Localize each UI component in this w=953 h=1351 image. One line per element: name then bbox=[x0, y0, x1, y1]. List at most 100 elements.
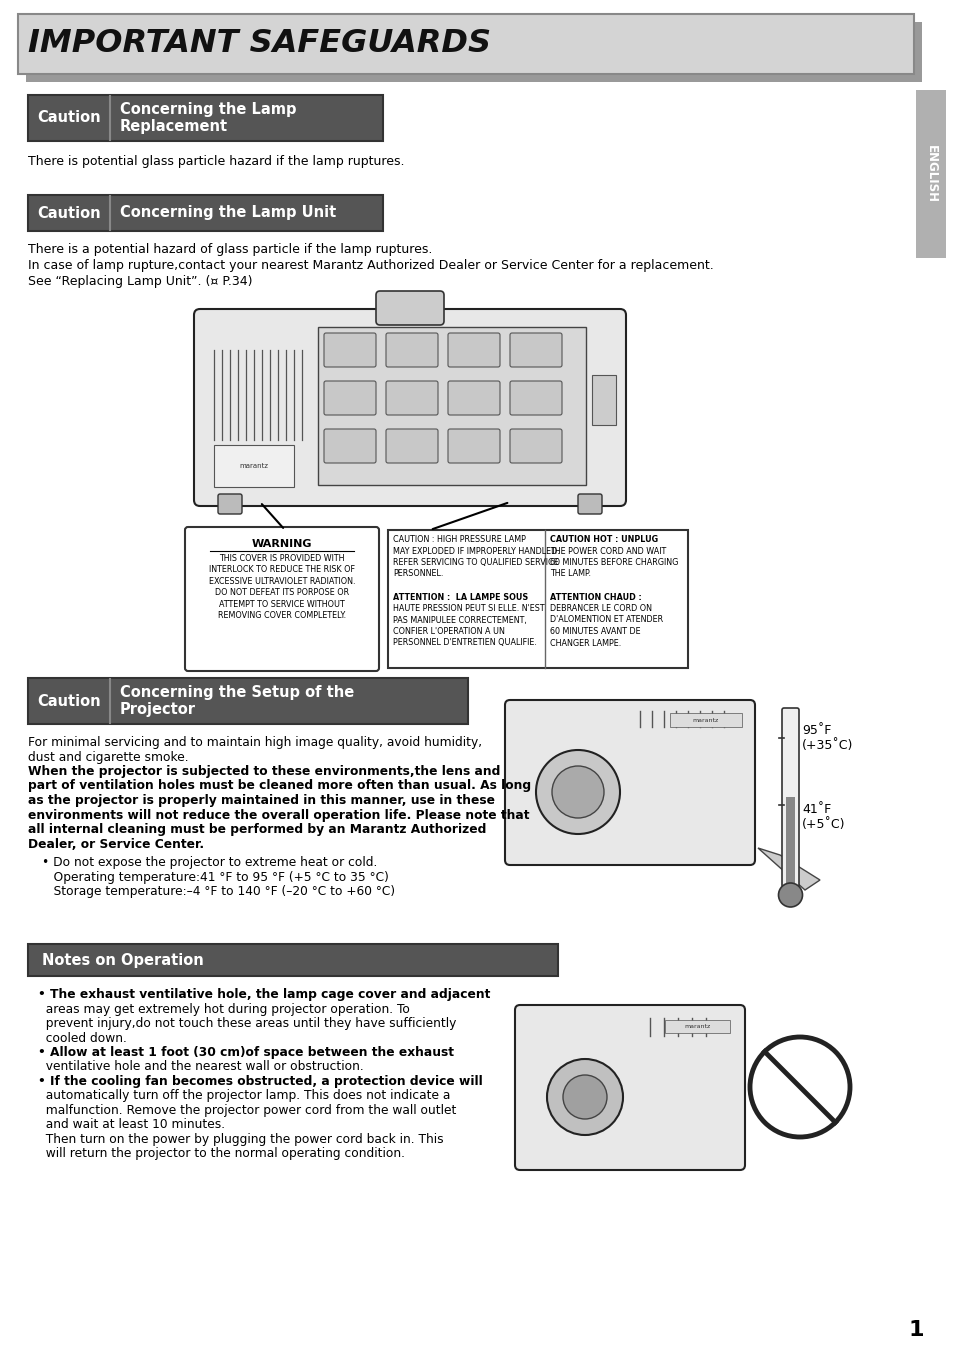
Text: There is potential glass particle hazard if the lamp ruptures.: There is potential glass particle hazard… bbox=[28, 155, 404, 168]
Text: Notes on Operation: Notes on Operation bbox=[42, 952, 204, 967]
Text: marantz: marantz bbox=[684, 1024, 710, 1028]
Text: When the projector is subjected to these environments,the lens and: When the projector is subjected to these… bbox=[28, 765, 500, 778]
Text: DEBRANCER LE CORD ON: DEBRANCER LE CORD ON bbox=[550, 604, 652, 613]
Text: HAUTE PRESSION PEUT SI ELLE. N'EST: HAUTE PRESSION PEUT SI ELLE. N'EST bbox=[393, 604, 544, 613]
Text: Concerning the Setup of the
Projector: Concerning the Setup of the Projector bbox=[120, 685, 354, 717]
Text: dust and cigarette smoke.: dust and cigarette smoke. bbox=[28, 751, 189, 763]
Text: 41˚F
(+5˚C): 41˚F (+5˚C) bbox=[801, 802, 844, 831]
Circle shape bbox=[536, 750, 619, 834]
FancyBboxPatch shape bbox=[592, 376, 616, 426]
FancyBboxPatch shape bbox=[324, 332, 375, 367]
Text: THE POWER CORD AND WAIT: THE POWER CORD AND WAIT bbox=[550, 547, 666, 555]
FancyBboxPatch shape bbox=[510, 430, 561, 463]
Text: 60 MINUTES AVANT DE: 60 MINUTES AVANT DE bbox=[550, 627, 640, 636]
FancyBboxPatch shape bbox=[386, 332, 437, 367]
Text: See “Replacing Lamp Unit”. (¤ P.34): See “Replacing Lamp Unit”. (¤ P.34) bbox=[28, 276, 253, 288]
Text: Caution: Caution bbox=[37, 111, 101, 126]
Text: Caution: Caution bbox=[37, 205, 101, 220]
Text: prevent injury,do not touch these areas until they have sufficiently: prevent injury,do not touch these areas … bbox=[38, 1017, 456, 1029]
Text: marantz: marantz bbox=[692, 717, 719, 723]
Circle shape bbox=[562, 1075, 606, 1119]
FancyBboxPatch shape bbox=[781, 708, 799, 888]
Text: • The exhaust ventilative hole, the lamp cage cover and adjacent: • The exhaust ventilative hole, the lamp… bbox=[38, 988, 490, 1001]
Text: MAY EXPLODED IF IMPROPERLY HANDLED.: MAY EXPLODED IF IMPROPERLY HANDLED. bbox=[393, 547, 559, 555]
Circle shape bbox=[546, 1059, 622, 1135]
Text: Storage temperature:–4 °F to 140 °F (–20 °C to +60 °C): Storage temperature:–4 °F to 140 °F (–20… bbox=[42, 885, 395, 898]
Text: IMPORTANT SAFEGUARDS: IMPORTANT SAFEGUARDS bbox=[28, 28, 491, 59]
Bar bbox=[915, 91, 945, 258]
Text: and wait at least 10 minutes.: and wait at least 10 minutes. bbox=[38, 1119, 225, 1132]
Text: as the projector is properly maintained in this manner, use in these: as the projector is properly maintained … bbox=[28, 794, 495, 807]
Text: THE LAMP.: THE LAMP. bbox=[550, 570, 591, 578]
Text: cooled down.: cooled down. bbox=[38, 1032, 127, 1044]
Text: Concerning the Lamp
Replacement: Concerning the Lamp Replacement bbox=[120, 101, 296, 134]
FancyBboxPatch shape bbox=[375, 290, 443, 326]
FancyBboxPatch shape bbox=[388, 530, 687, 667]
FancyBboxPatch shape bbox=[386, 430, 437, 463]
Text: Operating temperature:41 °F to 95 °F (+5 °C to 35 °C): Operating temperature:41 °F to 95 °F (+5… bbox=[42, 870, 389, 884]
Bar bbox=[28, 195, 382, 231]
Bar bbox=[785, 797, 794, 884]
Text: There is a potential hazard of glass particle if the lamp ruptures.: There is a potential hazard of glass par… bbox=[28, 243, 432, 255]
Bar bbox=[28, 944, 558, 975]
FancyBboxPatch shape bbox=[317, 327, 585, 485]
FancyBboxPatch shape bbox=[448, 332, 499, 367]
Text: will return the projector to the normal operating condition.: will return the projector to the normal … bbox=[38, 1147, 405, 1161]
FancyBboxPatch shape bbox=[213, 444, 294, 486]
Text: ventilative hole and the nearest wall or obstruction.: ventilative hole and the nearest wall or… bbox=[38, 1061, 363, 1074]
Text: environments will not reduce the overall operation life. Please note that: environments will not reduce the overall… bbox=[28, 808, 529, 821]
FancyBboxPatch shape bbox=[448, 381, 499, 415]
Text: 1: 1 bbox=[907, 1320, 923, 1340]
Polygon shape bbox=[758, 848, 820, 890]
Text: CONFIER L'OPERATION A UN: CONFIER L'OPERATION A UN bbox=[393, 627, 504, 636]
Text: ATTENTION CHAUD :: ATTENTION CHAUD : bbox=[550, 593, 641, 601]
Text: part of ventilation holes must be cleaned more often than usual. As long: part of ventilation holes must be cleane… bbox=[28, 780, 531, 793]
Bar bbox=[28, 678, 468, 724]
Text: PERSONNEL D'ENTRETIEN QUALIFIE.: PERSONNEL D'ENTRETIEN QUALIFIE. bbox=[393, 639, 537, 647]
FancyBboxPatch shape bbox=[193, 309, 625, 507]
FancyBboxPatch shape bbox=[324, 381, 375, 415]
Text: • Allow at least 1 foot (30 cm)of space between the exhaust: • Allow at least 1 foot (30 cm)of space … bbox=[38, 1046, 454, 1059]
Text: marantz: marantz bbox=[239, 463, 268, 469]
Text: Concerning the Lamp Unit: Concerning the Lamp Unit bbox=[120, 205, 335, 220]
Text: For minimal servicing and to maintain high image quality, avoid humidity,: For minimal servicing and to maintain hi… bbox=[28, 736, 481, 748]
FancyBboxPatch shape bbox=[218, 494, 242, 513]
Bar bbox=[28, 95, 382, 141]
Text: • Do not expose the projector to extreme heat or cold.: • Do not expose the projector to extreme… bbox=[42, 857, 377, 869]
FancyBboxPatch shape bbox=[578, 494, 601, 513]
Text: malfunction. Remove the projector power cord from the wall outlet: malfunction. Remove the projector power … bbox=[38, 1104, 456, 1117]
Text: CAUTION HOT : UNPLUG: CAUTION HOT : UNPLUG bbox=[550, 535, 658, 544]
Text: 60 MINUTES BEFORE CHARGING: 60 MINUTES BEFORE CHARGING bbox=[550, 558, 679, 567]
FancyBboxPatch shape bbox=[510, 332, 561, 367]
Text: areas may get extremely hot during projector operation. To: areas may get extremely hot during proje… bbox=[38, 1002, 410, 1016]
FancyBboxPatch shape bbox=[504, 700, 754, 865]
Text: Caution: Caution bbox=[37, 693, 101, 708]
FancyBboxPatch shape bbox=[324, 430, 375, 463]
Text: PAS MANIPULEE CORRECTEMENT,: PAS MANIPULEE CORRECTEMENT, bbox=[393, 616, 526, 624]
FancyBboxPatch shape bbox=[386, 381, 437, 415]
FancyBboxPatch shape bbox=[510, 381, 561, 415]
Text: • If the cooling fan becomes obstructed, a protection device will: • If the cooling fan becomes obstructed,… bbox=[38, 1075, 482, 1088]
Text: ATTENTION :  LA LAMPE SOUS: ATTENTION : LA LAMPE SOUS bbox=[393, 593, 528, 601]
Text: REFER SERVICING TO QUALIFIED SERVICE: REFER SERVICING TO QUALIFIED SERVICE bbox=[393, 558, 558, 567]
FancyBboxPatch shape bbox=[515, 1005, 744, 1170]
Text: CHANGER LAMPE.: CHANGER LAMPE. bbox=[550, 639, 621, 647]
Text: all internal cleaning must be performed by an Marantz Authorized: all internal cleaning must be performed … bbox=[28, 823, 486, 836]
Text: THIS COVER IS PROVIDED WITH
INTERLOCK TO REDUCE THE RISK OF
EXCESSIVE ULTRAVIOLE: THIS COVER IS PROVIDED WITH INTERLOCK TO… bbox=[209, 554, 355, 620]
Text: 95˚F
(+35˚C): 95˚F (+35˚C) bbox=[801, 724, 853, 753]
Text: automatically turn off the projector lamp. This does not indicate a: automatically turn off the projector lam… bbox=[38, 1089, 450, 1102]
Text: D'ALOMENTION ET ATENDER: D'ALOMENTION ET ATENDER bbox=[550, 616, 663, 624]
FancyBboxPatch shape bbox=[185, 527, 378, 671]
Bar bbox=[18, 14, 913, 74]
Bar bbox=[26, 22, 921, 82]
Circle shape bbox=[778, 884, 801, 907]
Text: ENGLISH: ENGLISH bbox=[923, 145, 937, 203]
FancyBboxPatch shape bbox=[669, 713, 741, 727]
Text: WARNING: WARNING bbox=[252, 539, 312, 549]
Text: Dealer, or Service Center.: Dealer, or Service Center. bbox=[28, 838, 204, 851]
FancyBboxPatch shape bbox=[448, 430, 499, 463]
Text: CAUTION : HIGH PRESSURE LAMP: CAUTION : HIGH PRESSURE LAMP bbox=[393, 535, 525, 544]
Text: In case of lamp rupture,contact your nearest Marantz Authorized Dealer or Servic: In case of lamp rupture,contact your nea… bbox=[28, 259, 713, 272]
Text: PERSONNEL.: PERSONNEL. bbox=[393, 570, 443, 578]
Text: Then turn on the power by plugging the power cord back in. This: Then turn on the power by plugging the p… bbox=[38, 1133, 443, 1146]
